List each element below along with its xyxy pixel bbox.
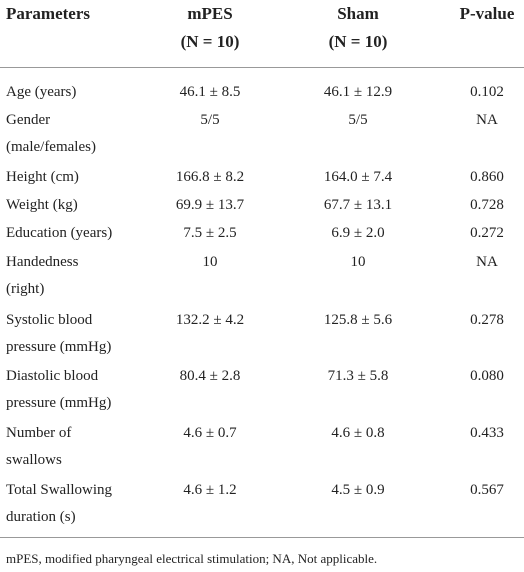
cell: 0.080	[470, 368, 504, 384]
row-label: Diastolic blood	[6, 368, 99, 384]
header-cell: Parameters	[6, 4, 91, 23]
cell: 4.6 ± 1.2	[183, 482, 237, 498]
row-label: Weight (kg)	[6, 197, 78, 213]
cell: 80.4 ± 2.8	[179, 368, 241, 384]
cell: 164.0 ± 7.4	[323, 169, 393, 185]
row-label: (right)	[6, 281, 45, 297]
cell: 125.8 ± 5.6	[323, 312, 393, 328]
header-cell: Sham	[337, 4, 379, 23]
cell: 0.728	[470, 197, 504, 213]
cell: 71.3 ± 5.8	[327, 368, 389, 384]
footnote: mPES, modified pharyngeal electrical sti…	[6, 551, 378, 566]
row-label: Age (years)	[6, 84, 77, 100]
header-cell: (N = 10)	[180, 32, 240, 51]
row-label: Gender	[6, 112, 51, 128]
cell: 0.860	[470, 169, 504, 185]
cell: 7.5 ± 2.5	[183, 225, 237, 241]
row-label: Number of	[6, 425, 72, 441]
cell: 5/5	[200, 112, 220, 128]
row-label: swallows	[6, 452, 62, 468]
row-label: duration (s)	[6, 509, 76, 525]
header-cell: mPES	[187, 4, 233, 23]
cell: 0.567	[470, 482, 504, 498]
cell: 46.1 ± 8.5	[179, 84, 241, 100]
header-cell: (N = 10)	[328, 32, 388, 51]
cell: 10	[202, 254, 218, 270]
bottom-rule	[0, 537, 524, 538]
cell: 4.5 ± 0.9	[331, 482, 385, 498]
cell: 5/5	[348, 112, 368, 128]
row-label: Total Swallowing	[6, 482, 113, 498]
cell: 10	[350, 254, 366, 270]
cell: 0.278	[470, 312, 504, 328]
row-label: Handedness	[6, 254, 79, 270]
cell: NA	[476, 254, 498, 270]
row-label: Systolic blood	[6, 312, 93, 328]
row-label: (male/females)	[6, 139, 96, 155]
cell: 4.6 ± 0.8	[331, 425, 385, 441]
row-label: Height (cm)	[6, 169, 79, 185]
cell: 67.7 ± 13.1	[323, 197, 393, 213]
cell: 4.6 ± 0.7	[183, 425, 237, 441]
cell: 46.1 ± 12.9	[323, 84, 393, 100]
cell: 69.9 ± 13.7	[175, 197, 245, 213]
row-label: pressure (mmHg)	[6, 395, 112, 411]
cell: 0.272	[470, 225, 504, 241]
cell: 0.433	[470, 425, 504, 441]
cell: 6.9 ± 2.0	[331, 225, 385, 241]
header-rule	[0, 67, 524, 68]
cell: 0.102	[470, 84, 504, 100]
row-label: pressure (mmHg)	[6, 339, 112, 355]
header-cell: P-value	[459, 4, 515, 23]
cell: 132.2 ± 4.2	[175, 312, 245, 328]
cell: 166.8 ± 8.2	[175, 169, 245, 185]
row-label: Education (years)	[6, 225, 113, 241]
cell: NA	[476, 112, 498, 128]
